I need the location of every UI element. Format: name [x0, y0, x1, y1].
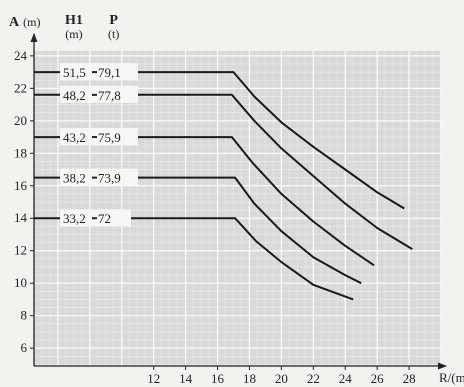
series-h1-label: 38,2 — [63, 171, 86, 186]
h1-unit: (m) — [65, 27, 83, 41]
p-unit: (t) — [108, 27, 120, 41]
series-line — [34, 71, 405, 210]
series-h1-label: 48,2 — [63, 88, 86, 103]
a-unit: (m) — [23, 15, 41, 29]
y-tick-label: 6 — [21, 340, 28, 355]
y-tick-label: 18 — [14, 145, 27, 160]
x-axis-arrow — [438, 362, 447, 370]
series-label: 48,2 77,8 — [60, 85, 138, 103]
p-label: P — [109, 13, 118, 28]
plot-background — [34, 51, 441, 366]
x-tick-label: 12 — [147, 371, 160, 386]
series-label-box — [60, 63, 138, 81]
x-tick-label: 20 — [275, 371, 288, 386]
series-label: 43,2 75,9 — [60, 128, 138, 146]
tick-labels: 6 8 10 12 14 16 18 20 22 24 12 14 16 18 20 22 24 26 28 — [14, 48, 416, 386]
axes — [30, 33, 447, 370]
series-lines — [34, 71, 413, 301]
series-h1-label: 51,5 — [63, 65, 86, 80]
series-p-label: 75,9 — [98, 130, 121, 145]
series-p-label: 79,1 — [98, 65, 121, 80]
y-tick-label: 14 — [14, 210, 28, 225]
y-axis-arrow — [30, 33, 38, 42]
y-tick-label: 24 — [14, 48, 28, 63]
series-labels: 51,5 79,1 48,2 77,8 43,2 75,9 38,2 73,9 33,2 72 — [60, 63, 138, 227]
series-label-box — [60, 85, 138, 103]
series-h1-label: 33,2 — [63, 211, 86, 226]
series-label: 38,2 73,9 — [60, 168, 138, 186]
x-tick-label: 26 — [371, 371, 385, 386]
x-tick-label: 22 — [307, 371, 320, 386]
series-p-label: 72 — [98, 211, 111, 226]
series-line — [34, 93, 413, 250]
x-tick-label: 24 — [339, 371, 353, 386]
y-tick-label: 22 — [14, 80, 27, 95]
series-label: 33,2 72 — [60, 209, 131, 227]
grid — [33, 51, 442, 366]
x-tick-label: 18 — [243, 371, 256, 386]
series-line — [34, 176, 362, 285]
header-p: P (t) — [108, 13, 120, 41]
series-line — [34, 136, 375, 267]
y-tick-label: 16 — [14, 178, 28, 193]
y-tick-label: 20 — [14, 113, 27, 128]
y-tick-label: 12 — [14, 243, 27, 258]
y-tick-label: 10 — [14, 275, 27, 290]
series-label-box — [60, 168, 138, 186]
y-tick-label: 8 — [21, 308, 28, 323]
series-label-box — [60, 128, 138, 146]
series-label: 51,5 79,1 — [60, 63, 138, 81]
h1-label: H1 — [65, 13, 83, 28]
x-tick-label: 14 — [179, 371, 193, 386]
x-tick-label: 28 — [403, 371, 416, 386]
a-label: A — [9, 15, 20, 30]
series-p-label: 73,9 — [98, 171, 121, 186]
x-axis-label: R/(m) — [439, 370, 464, 385]
header-a: A (m) — [9, 14, 40, 30]
x-tick-label: 16 — [211, 371, 225, 386]
header-h1: H1 (m) — [65, 13, 83, 41]
series-p-label: 77,8 — [98, 88, 121, 103]
series-h1-label: 43,2 — [63, 130, 86, 145]
series-line — [34, 217, 354, 301]
